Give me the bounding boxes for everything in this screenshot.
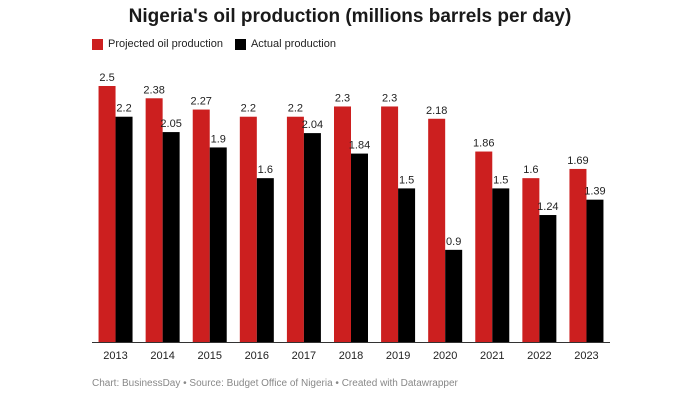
bar-actual-2017 (303, 133, 321, 342)
data-label-projected-2015: 2.27 (191, 96, 212, 108)
legend-label-actual: Actual production (250, 38, 336, 50)
data-label-projected-2023: 1.69 (567, 155, 588, 167)
data-label-projected-2019: 2.3 (382, 92, 397, 104)
legend-swatch-projected (92, 38, 103, 50)
x-tick-label-2019: 2019 (386, 350, 410, 362)
legend-label-projected: Projected oil production (108, 38, 223, 50)
bar-projected-2017 (286, 116, 304, 342)
x-tick-label-2014: 2014 (150, 350, 174, 362)
legend-item-actual: Actual production (234, 38, 336, 50)
bar-actual-2021 (492, 188, 510, 342)
x-tick-label-2013: 2013 (103, 350, 127, 362)
bar-projected-2021 (475, 151, 493, 342)
x-tick-label-2021: 2021 (480, 350, 504, 362)
bar-actual-2014 (162, 132, 180, 342)
data-label-projected-2016: 2.2 (241, 103, 256, 115)
legend-item-projected: Projected oil production (92, 38, 223, 50)
bar-projected-2019 (381, 106, 399, 342)
bar-actual-2019 (398, 188, 416, 342)
data-label-projected-2021: 1.86 (473, 138, 494, 150)
x-tick-label-2018: 2018 (339, 350, 363, 362)
legend-swatch-actual (234, 38, 246, 50)
x-tick-label-2017: 2017 (292, 350, 316, 362)
bar-actual-2013 (115, 116, 133, 342)
chart-legend: Projected oil production Actual producti… (92, 38, 348, 50)
x-tick-label-2023: 2023 (574, 350, 598, 362)
data-label-projected-2014: 2.38 (143, 84, 164, 96)
data-label-actual-2019: 1.5 (399, 174, 414, 186)
data-label-projected-2022: 1.6 (523, 164, 538, 176)
bar-projected-2022 (522, 178, 540, 342)
data-label-projected-2020: 2.18 (426, 105, 447, 117)
bar-actual-2016 (256, 178, 274, 342)
bar-projected-2023 (569, 168, 587, 342)
bar-projected-2015 (192, 109, 210, 342)
data-label-projected-2018: 2.3 (335, 92, 350, 104)
data-label-actual-2016: 1.6 (258, 164, 273, 176)
chart-footer: Chart: BusinessDay • Source: Budget Offi… (92, 378, 458, 389)
bar-projected-2018 (334, 106, 351, 342)
data-label-actual-2014: 2.05 (160, 118, 181, 130)
bar-actual-2023 (586, 199, 604, 342)
data-label-actual-2022: 1.24 (537, 201, 558, 213)
data-label-projected-2017: 2.2 (288, 103, 303, 115)
x-tick-label-2020: 2020 (433, 350, 457, 362)
bar-projected-2020 (428, 118, 446, 342)
bar-actual-2020 (445, 249, 463, 342)
data-label-actual-2013: 2.2 (116, 103, 131, 115)
bar-projected-2016 (239, 116, 257, 342)
bar-projected-2013 (98, 86, 116, 342)
x-tick-label-2015: 2015 (197, 350, 221, 362)
data-label-actual-2020: 0.9 (446, 236, 461, 248)
chart-title: Nigeria's oil production (millions barre… (128, 6, 572, 27)
data-label-actual-2015: 1.9 (211, 133, 226, 145)
bar-projected-2014 (145, 98, 163, 343)
bar-actual-2022 (539, 215, 557, 342)
x-tick-label-2022: 2022 (527, 350, 551, 362)
data-label-actual-2021: 1.5 (493, 174, 508, 186)
data-label-actual-2018: 1.84 (349, 140, 370, 152)
bar-actual-2015 (209, 147, 227, 342)
x-tick-label-2016: 2016 (245, 350, 269, 362)
data-label-actual-2017: 2.04 (302, 119, 323, 131)
data-label-projected-2013: 2.5 (99, 72, 114, 84)
bar-actual-2018 (351, 153, 368, 342)
data-label-actual-2023: 1.39 (584, 186, 605, 198)
